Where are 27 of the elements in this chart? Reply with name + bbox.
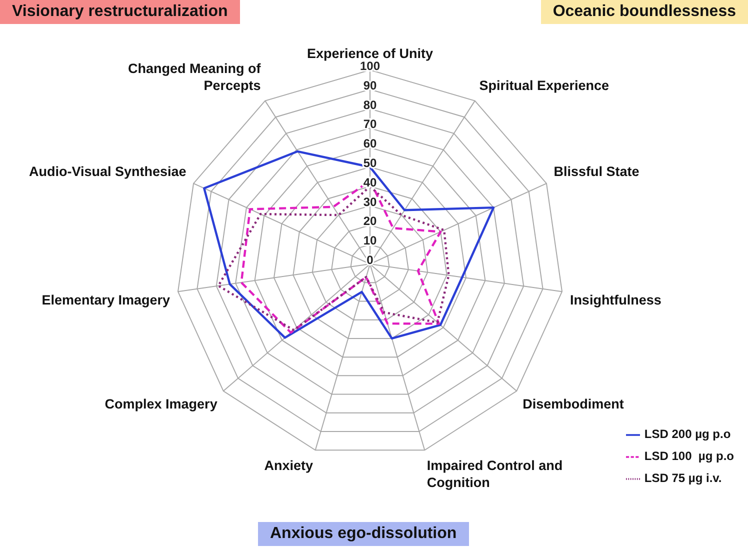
text: Anxious ego-dissolution [258,522,469,546]
spoke-label: Elementary Imagery [42,292,171,308]
y-tick-label: 50 [363,156,377,170]
legend-label: LSD 200 µg p.o [644,427,731,441]
spoke-label: Complex Imagery [104,396,218,412]
y-tick-label: 60 [363,136,377,151]
spoke-label: Anxiety [264,458,314,473]
spoke-label: Insightfulness [570,292,662,308]
spoke-label: Impaired Control and Cognition [426,458,563,490]
y-tick-label: 100 [360,59,380,73]
spoke-label: Blissful State [554,164,640,180]
spoke-label: Experience of Unity [306,46,434,61]
legend-label: LSD 100 µg p.o [644,449,734,463]
spoke-label: Disembodiment [522,396,624,412]
y-tick-label: 70 [363,117,377,132]
legend-label: LSD 75 µg i.v. [644,471,722,485]
y-tick-label: 30 [363,194,377,209]
text: Visionary restructuralization [0,0,240,24]
y-tick-label: 0 [366,253,374,267]
y-tick-label: 90 [363,78,377,92]
y-tick-label: 20 [363,214,377,228]
text: Oceanic boundlessness [540,0,748,24]
spoke-label: Audio-Visual Synthesiae [28,164,187,180]
spoke-label: Spiritual Experience [479,78,610,94]
y-tick-label: 80 [363,98,377,112]
spoke-label: Changed Meaning of Percepts [128,61,262,94]
y-tick-label: 10 [363,234,377,248]
